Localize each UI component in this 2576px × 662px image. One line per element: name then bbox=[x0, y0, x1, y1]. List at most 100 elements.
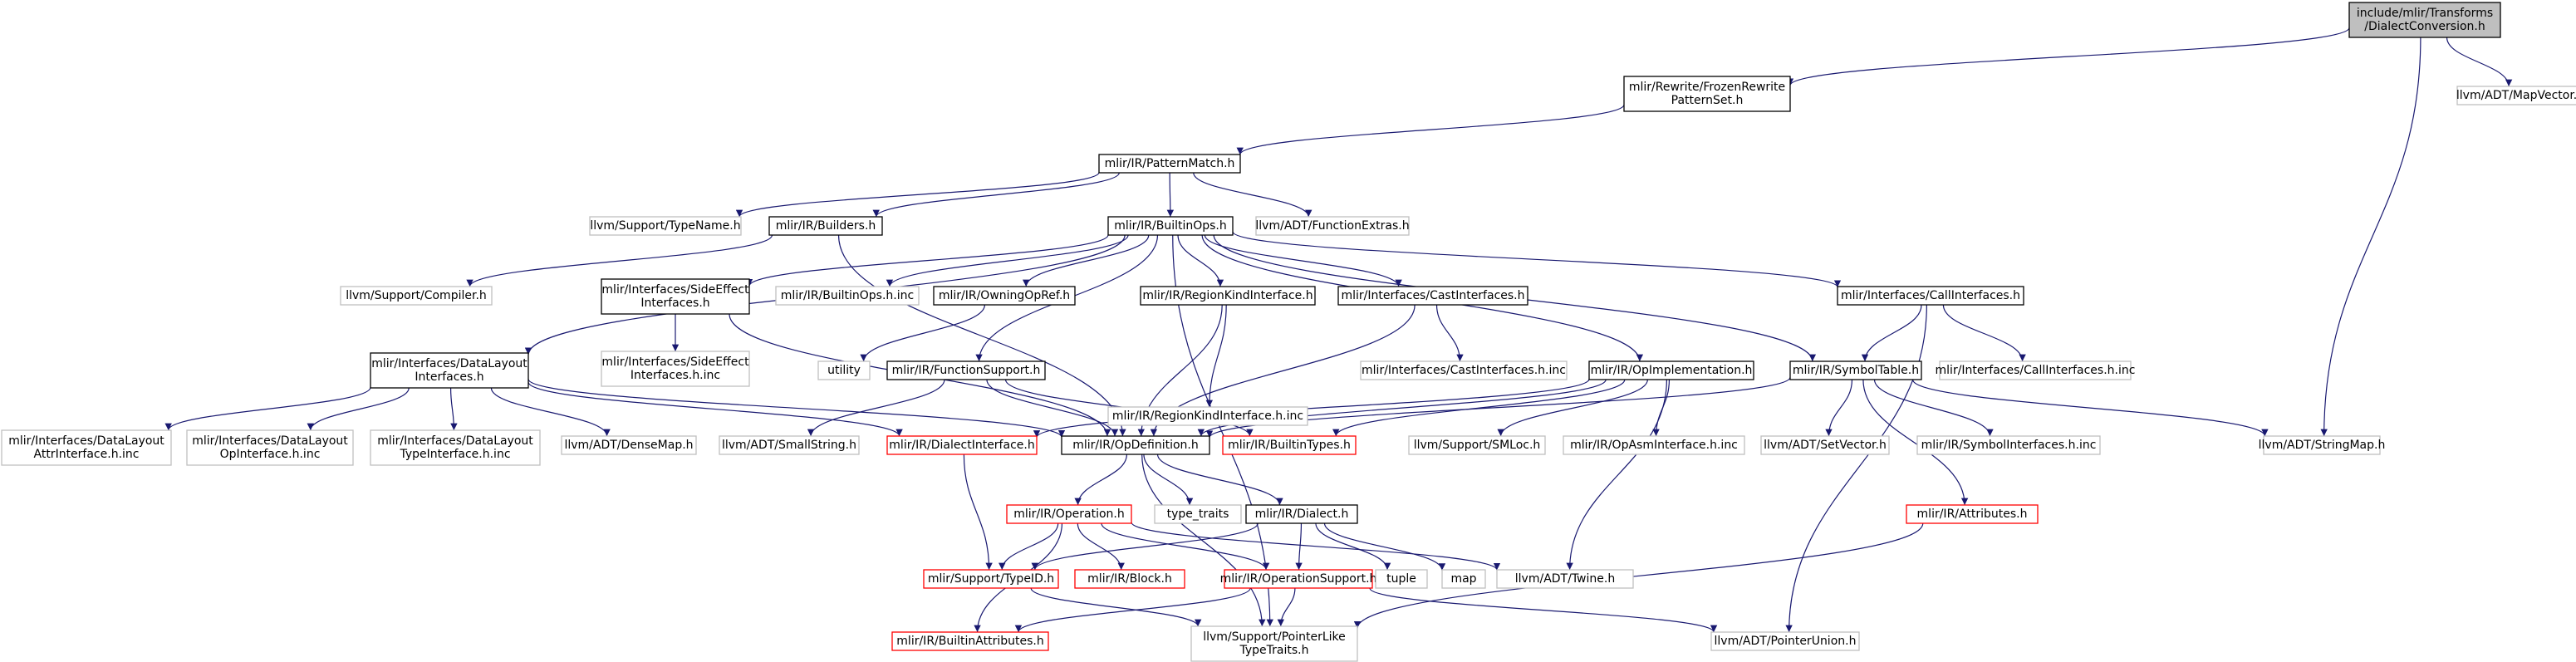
edge-n5-to-n11 bbox=[745, 234, 1109, 287]
edge-n19-to-n36 bbox=[1873, 379, 1994, 437]
node-box bbox=[1710, 631, 1860, 651]
node-box bbox=[1441, 569, 1486, 589]
node-n19[interactable]: mlir/IR/SymbolTable.h bbox=[1789, 360, 1922, 380]
node-label: mlir/IR/BuiltinTypes.h bbox=[1228, 439, 1351, 452]
node-label: include/mlir/Transforms bbox=[2357, 7, 2493, 20]
node-label: mlir/Interfaces/CastInterfaces.h bbox=[1341, 289, 1524, 302]
node-n32[interactable]: mlir/IR/BuiltinTypes.h bbox=[1222, 435, 1357, 455]
node-n41[interactable]: mlir/Support/TypeID.h bbox=[923, 569, 1059, 589]
node-box bbox=[1107, 216, 1234, 236]
node-n5[interactable]: mlir/IR/BuiltinOps.h bbox=[1107, 216, 1234, 236]
node-n31[interactable]: mlir/IR/OpDefinition.h bbox=[1061, 435, 1210, 455]
node-box bbox=[186, 429, 354, 466]
node-n43[interactable]: mlir/IR/OperationSupport.h bbox=[1220, 569, 1377, 589]
node-label: mlir/IR/SymbolInterfaces.h.inc bbox=[1921, 439, 2097, 452]
node-n18[interactable]: mlir/Interfaces/CallInterfaces.h bbox=[1837, 286, 2024, 306]
node-n23: mlir/Interfaces/CastInterfaces.h.inc bbox=[1360, 360, 1568, 380]
node-box bbox=[1140, 286, 1316, 306]
node-box bbox=[1, 429, 172, 466]
node-box bbox=[1222, 435, 1357, 455]
node-label: mlir/Interfaces/CallInterfaces.h.inc bbox=[1936, 364, 2136, 377]
node-label: mlir/Interfaces/SideEffect bbox=[601, 356, 749, 369]
edge-n37-to-n42 bbox=[1077, 522, 1125, 571]
node-label: mlir/IR/RegionKindInterface.h bbox=[1142, 289, 1313, 302]
node-label: Interfaces.h bbox=[640, 297, 709, 310]
node-n46: llvm/ADT/Twine.h bbox=[1496, 569, 1634, 589]
edge-n6-to-n10 bbox=[466, 234, 773, 287]
node-label: mlir/IR/Dialect.h bbox=[1255, 508, 1349, 521]
node-n14[interactable]: mlir/IR/FunctionSupport.h bbox=[886, 360, 1046, 380]
node-n42[interactable]: mlir/IR/Block.h bbox=[1074, 569, 1185, 589]
edges-layer bbox=[164, 27, 2513, 633]
node-n36: mlir/IR/SymbolInterfaces.h.inc bbox=[1916, 435, 2101, 455]
node-n3: llvm/ADT/StringMap.h bbox=[2259, 435, 2385, 455]
node-n40[interactable]: mlir/IR/Attributes.h bbox=[1906, 504, 2039, 524]
node-n7: llvm/Support/TypeName.h bbox=[589, 216, 742, 236]
edge-n4-to-n6 bbox=[872, 172, 1120, 218]
node-label: TypeTraits.h bbox=[1239, 644, 1309, 657]
node-label: TypeInterface.h.inc bbox=[399, 448, 510, 461]
node-label: llvm/ADT/FunctionExtras.h bbox=[1255, 219, 1409, 233]
node-label: llvm/Support/PointerLike bbox=[1203, 630, 1346, 644]
node-box bbox=[886, 435, 1038, 455]
node-n17[interactable]: mlir/IR/OpImplementation.h bbox=[1588, 360, 1754, 380]
node-label: mlir/IR/SymbolTable.h bbox=[1793, 364, 1919, 377]
node-n0[interactable]: include/mlir/Transforms/DialectConversio… bbox=[2348, 2, 2501, 38]
node-n30[interactable]: mlir/IR/DialectInterface.h bbox=[886, 435, 1038, 455]
node-label: mlir/Interfaces/DataLayout bbox=[377, 434, 533, 448]
node-n25: mlir/Interfaces/DataLayoutAttrInterface.… bbox=[1, 429, 172, 466]
edge-n9-to-n26 bbox=[307, 387, 410, 431]
edge-n19-to-n35 bbox=[1825, 379, 1853, 437]
node-label: mlir/IR/OpImplementation.h bbox=[1591, 364, 1753, 377]
node-n47[interactable]: mlir/IR/BuiltinAttributes.h bbox=[891, 631, 1049, 651]
edge-n37-to-n46 bbox=[1131, 522, 1501, 571]
node-label: llvm/ADT/SmallString.h bbox=[722, 439, 856, 452]
node-n6[interactable]: mlir/IR/Builders.h bbox=[768, 216, 883, 236]
node-n39[interactable]: mlir/IR/Dialect.h bbox=[1245, 504, 1358, 524]
node-label: llvm/ADT/DenseMap.h bbox=[564, 439, 693, 452]
edge-n4-to-n7 bbox=[735, 171, 1100, 218]
edge-n16-to-n23 bbox=[1435, 304, 1464, 362]
node-n13[interactable]: mlir/IR/OwningOpRef.h bbox=[933, 286, 1076, 306]
edge-n31-to-n48 bbox=[1141, 454, 1266, 627]
node-n35: llvm/ADT/SetVector.h bbox=[1760, 435, 1890, 455]
node-box bbox=[775, 286, 920, 306]
node-label: mlir/Interfaces/CastInterfaces.h.inc bbox=[1362, 364, 1566, 377]
node-n45: map bbox=[1441, 569, 1486, 589]
node-label: map bbox=[1450, 572, 1476, 586]
node-n15[interactable]: mlir/IR/RegionKindInterface.h bbox=[1140, 286, 1316, 306]
edge-n43-to-n48 bbox=[1277, 587, 1296, 627]
node-box bbox=[1360, 360, 1568, 380]
node-label: mlir/IR/OpDefinition.h bbox=[1072, 439, 1198, 452]
node-box bbox=[1623, 76, 1791, 112]
edge-n39-to-n41 bbox=[1031, 522, 1259, 571]
node-box bbox=[1074, 569, 1185, 589]
node-box bbox=[1939, 360, 2132, 380]
edge-n9-to-n30 bbox=[527, 381, 903, 437]
node-label: mlir/IR/PatternMatch.h bbox=[1105, 157, 1235, 170]
node-n4[interactable]: mlir/IR/PatternMatch.h bbox=[1098, 154, 1241, 174]
node-box bbox=[1789, 360, 1922, 380]
node-box bbox=[370, 352, 529, 389]
node-n16[interactable]: mlir/Interfaces/CastInterfaces.h bbox=[1337, 286, 1528, 306]
node-label: tuple bbox=[1386, 572, 1416, 586]
node-n28: llvm/ADT/DenseMap.h bbox=[561, 435, 697, 455]
node-label: llvm/Support/SMLoc.h bbox=[1414, 439, 1541, 452]
edge-n43-to-n47 bbox=[1014, 587, 1251, 633]
edge-n41-to-n48 bbox=[1030, 587, 1202, 627]
node-label: mlir/IR/Block.h bbox=[1087, 572, 1172, 586]
node-box bbox=[886, 360, 1046, 380]
node-n27: mlir/Interfaces/DataLayoutTypeInterface.… bbox=[370, 429, 541, 466]
node-n37[interactable]: mlir/IR/Operation.h bbox=[1006, 504, 1132, 524]
node-n29: llvm/ADT/SmallString.h bbox=[719, 435, 860, 455]
node-box bbox=[561, 435, 697, 455]
node-label: mlir/IR/Attributes.h bbox=[1917, 508, 2028, 521]
node-n20: mlir/Interfaces/SideEffectInterfaces.h.i… bbox=[601, 351, 750, 387]
node-box bbox=[1563, 435, 1745, 455]
node-box bbox=[1061, 435, 1210, 455]
node-box bbox=[340, 286, 493, 306]
edge-n17-to-n31 bbox=[1197, 379, 1607, 437]
